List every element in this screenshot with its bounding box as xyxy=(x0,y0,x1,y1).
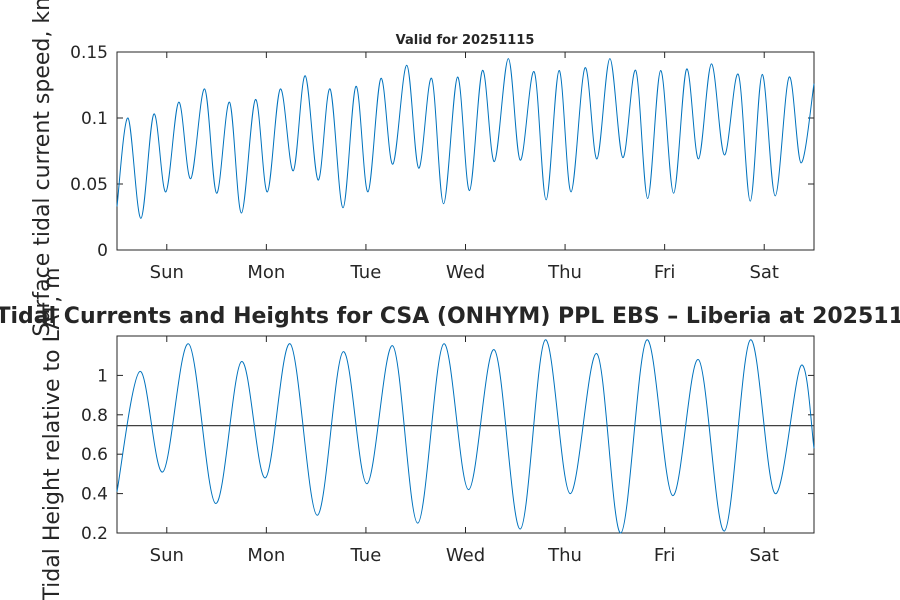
current-speed-plot-frame xyxy=(116,51,815,251)
tidal-height-y-tick-label: 0.2 xyxy=(81,524,108,544)
tidal-height-axes: Sun Mon Tue Wed Thu Fri Sat 0.2 0.4 0.6 0.8 1 xyxy=(81,335,815,566)
tidal-height-x-tick-label: Sat xyxy=(749,545,779,566)
current-speed-y-tick-label: 0.1 xyxy=(81,109,108,129)
tidal-height-x-tick-label: Fri xyxy=(654,545,675,566)
main-chart-title: Tidal Currents and Heights for CSA (ONHY… xyxy=(0,304,900,329)
current-speed-x-tick-label: Wed xyxy=(446,262,485,283)
tidal-height-x-ticks: Sun Mon Tue Wed Thu Fri Sat xyxy=(150,336,779,566)
current-speed-series-line xyxy=(116,58,815,219)
current-speed-y-axis-label: Surface tidal current speed, knots xyxy=(30,0,55,337)
tidal-height-y-tick-label: 0.8 xyxy=(81,406,108,426)
current-speed-y-tick-label: 0 xyxy=(97,241,108,261)
tidal-height-y-tick-label: 0.4 xyxy=(81,485,108,505)
current-speed-y-ticks: 0 0.05 0.1 0.15 xyxy=(70,43,814,261)
tidal-height-y-axis-label: Tidal Height relative to LAT, m xyxy=(40,267,65,600)
current-speed-x-tick-label: Thu xyxy=(547,262,582,283)
tidal-height-x-tick-label: Sun xyxy=(150,545,184,566)
current-speed-y-tick-label: 0.05 xyxy=(70,175,108,195)
current-speed-x-tick-label: Fri xyxy=(654,262,675,283)
tidal-height-x-tick-label: Tue xyxy=(350,545,382,566)
tidal-height-y-tick-label: 0.6 xyxy=(81,445,108,465)
tidal-height-y-ticks: 0.2 0.4 0.6 0.8 1 xyxy=(81,366,814,544)
tidal-height-series-line xyxy=(116,339,815,534)
tidal-height-y-tick-label: 1 xyxy=(97,366,108,386)
tidal-height-x-tick-label: Thu xyxy=(547,545,582,566)
current-speed-x-ticks: Sun Mon Tue Wed Thu Fri Sat xyxy=(150,52,779,283)
tidal-height-x-tick-label: Mon xyxy=(247,545,285,566)
tidal-height-x-tick-label: Wed xyxy=(446,545,485,566)
current-speed-x-tick-label: Tue xyxy=(350,262,382,283)
current-speed-axes: Sun Mon Tue Wed Thu Fri Sat 0 0.05 0.1 0.15 xyxy=(70,43,815,283)
current-speed-x-tick-label: Sun xyxy=(150,262,184,283)
current-speed-x-tick-label: Sat xyxy=(749,262,779,283)
current-speed-x-tick-label: Mon xyxy=(247,262,285,283)
top-chart-title: Valid for 20251115 xyxy=(396,33,535,48)
tidal-height-plot-frame xyxy=(116,335,815,534)
current-speed-y-tick-label: 0.15 xyxy=(70,43,108,63)
